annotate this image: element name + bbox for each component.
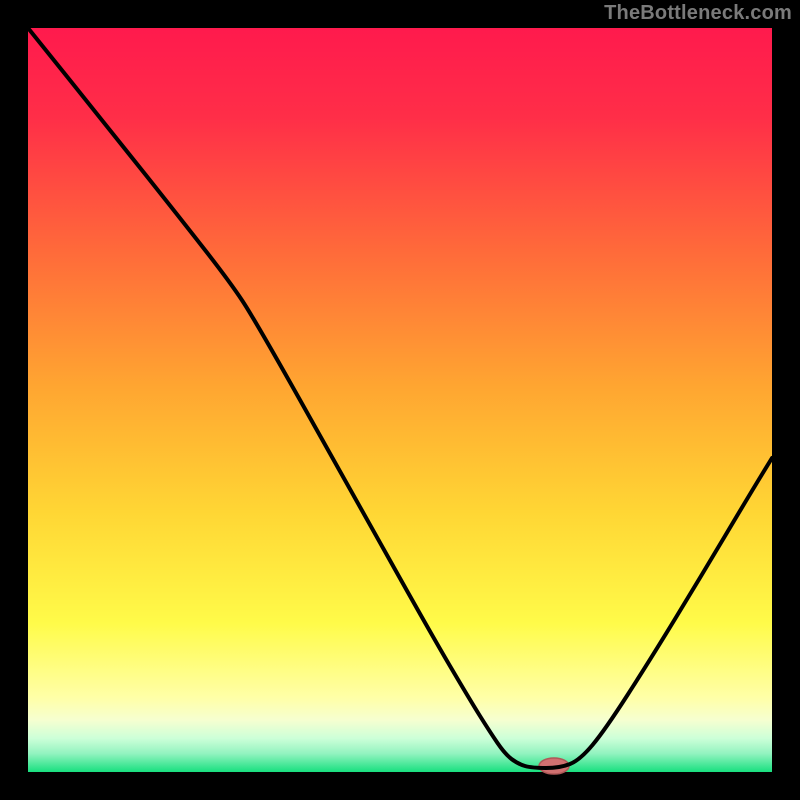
bottleneck-chart xyxy=(0,0,800,800)
plot-background xyxy=(28,28,772,772)
watermark-text: TheBottleneck.com xyxy=(604,2,792,25)
chart-frame: TheBottleneck.com xyxy=(0,0,800,800)
